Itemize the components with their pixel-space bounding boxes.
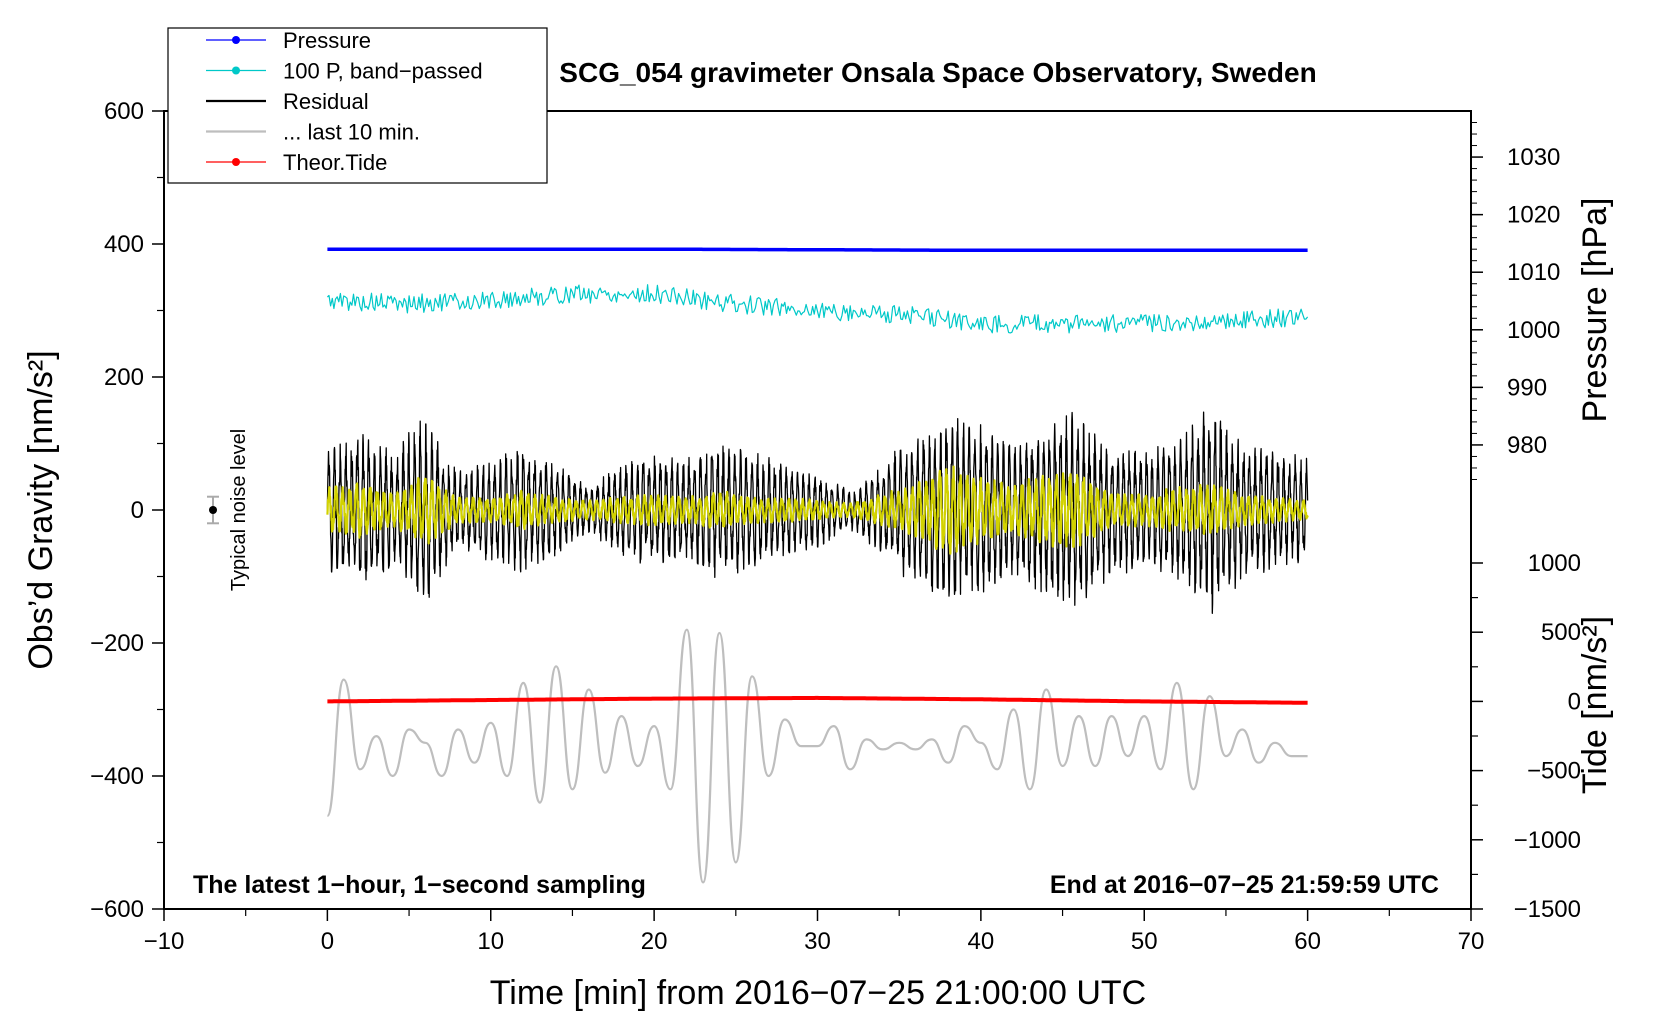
legend-label: 100 P, band−passed xyxy=(283,59,483,84)
y-tick-label: −400 xyxy=(90,763,144,790)
x-tick-label: 0 xyxy=(321,928,334,955)
y-tick-label: 400 xyxy=(104,231,144,258)
pressure-line xyxy=(327,247,1308,253)
legend-swatch-marker xyxy=(232,36,240,44)
legend-swatch-marker xyxy=(232,66,240,75)
y-tick-label: −200 xyxy=(90,630,144,657)
legend: Pressure 100 P, band−passed Residual ... la… xyxy=(167,27,548,184)
last-10-min-line xyxy=(326,628,1308,884)
tide-tick-label: 1000 xyxy=(1528,550,1581,577)
x-tick-label: 10 xyxy=(477,928,504,955)
y-axis-title-left: Obs’d Gravity [nm/s²] xyxy=(22,350,60,669)
theor-tide-line xyxy=(327,695,1308,705)
x-tick-label: −10 xyxy=(144,928,185,955)
footer-right-label: End at 2016−07−25 21:59:59 UTC xyxy=(1050,871,1439,899)
y-axis-title-tide: Tide [nm/s²] xyxy=(1576,616,1614,794)
pressure-tick-label: 990 xyxy=(1507,374,1547,401)
y-tick-label: 200 xyxy=(104,364,144,391)
legend-label: ... last 10 min. xyxy=(283,120,420,145)
legend-box xyxy=(167,27,548,184)
y-tick-label: 600 xyxy=(104,98,144,125)
noise-layer xyxy=(207,495,220,525)
legend-label: Residual xyxy=(283,89,369,114)
tide-tick-label: −500 xyxy=(1527,758,1581,785)
x-tick-label: 70 xyxy=(1458,928,1485,955)
series-layer xyxy=(326,247,1309,884)
x-tick-label: 40 xyxy=(968,928,995,955)
chart-title: SCG_054 gravimeter Onsala Space Observat… xyxy=(559,57,1316,88)
legend-swatch-marker xyxy=(232,158,240,166)
axes-layer: −10 0 10 20 30 40 50 60 706004002000−200−400−600… xyxy=(90,98,1581,955)
x-axis-title: Time [min] from 2016−07−25 21:00:00 UTC xyxy=(490,974,1146,1012)
x-tick-label: 30 xyxy=(804,928,831,955)
tide-tick-label: −1000 xyxy=(1514,827,1581,854)
x-tick-label: 60 xyxy=(1294,928,1321,955)
noise-marker xyxy=(209,506,218,514)
pressure-tick-label: 1020 xyxy=(1507,202,1560,229)
residual-band-line xyxy=(326,465,1309,555)
tide-tick-label: −1500 xyxy=(1514,896,1581,923)
footer-left-label: The latest 1−hour, 1−second sampling xyxy=(193,871,646,899)
noise-label: Typical noise level xyxy=(228,429,250,591)
legend-label: Theor.Tide xyxy=(283,150,387,175)
y-tick-label: −600 xyxy=(90,896,144,923)
pressure-tick-label: 1030 xyxy=(1507,144,1560,171)
tide-tick-label: 0 xyxy=(1568,688,1581,715)
band-passed-pressure-line xyxy=(326,284,1309,334)
tide-tick-label: 500 xyxy=(1541,619,1581,646)
pressure-tick-label: 980 xyxy=(1507,432,1547,459)
legend-label: Pressure xyxy=(283,28,371,53)
pressure-tick-label: 1000 xyxy=(1507,317,1560,344)
y-tick-label: 0 xyxy=(131,497,144,524)
x-tick-label: 50 xyxy=(1131,928,1158,955)
y-axis-title-pressure: Pressure [hPa] xyxy=(1576,198,1614,423)
pressure-tick-label: 1010 xyxy=(1507,259,1560,286)
x-tick-label: 20 xyxy=(641,928,668,955)
